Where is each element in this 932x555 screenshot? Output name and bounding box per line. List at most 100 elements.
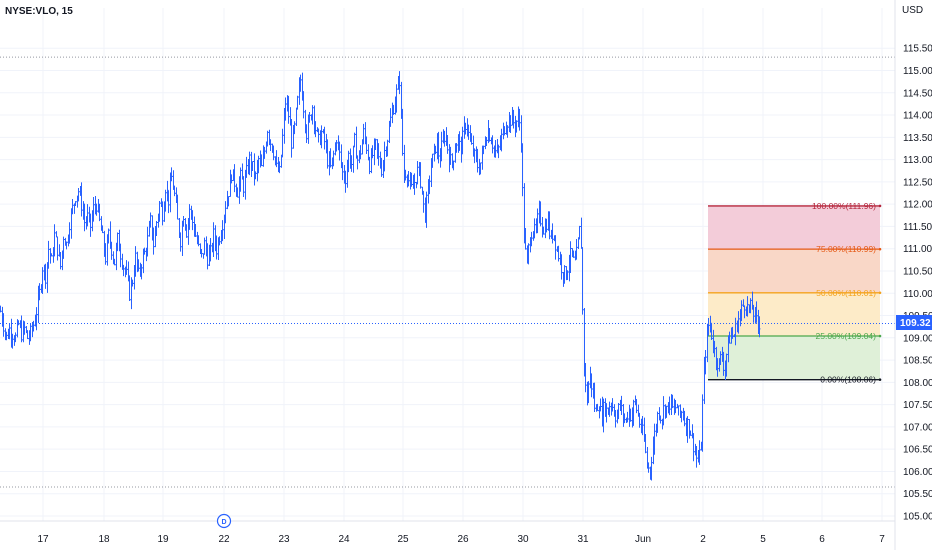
ohlc-bar	[17, 320, 20, 326]
fib-level-label: 100.00%(111.96)	[812, 201, 876, 211]
ohlc-bar	[353, 132, 356, 148]
time-tick-label: 6	[819, 534, 825, 545]
time-tick-label: 2	[700, 534, 706, 545]
time-tick-label: 22	[218, 534, 230, 545]
ohlc-bar	[425, 191, 428, 228]
ohlc-bar	[404, 169, 407, 181]
ohlc-bar	[611, 398, 614, 412]
ohlc-bar	[350, 155, 353, 172]
ohlc-bar	[0, 305, 2, 313]
ohlc-bar	[143, 247, 146, 255]
ohlc-bar	[278, 161, 281, 174]
ohlc-bar	[275, 150, 278, 168]
ohlc-bar	[497, 144, 500, 159]
ohlc-bar	[473, 148, 476, 164]
ohlc-bar	[368, 156, 371, 175]
ohlc-bar	[512, 109, 515, 129]
fib-zone	[708, 292, 880, 337]
dividend-icon	[216, 513, 232, 529]
ohlc-bar	[482, 145, 485, 155]
ohlc-bar	[20, 315, 23, 343]
ohlc-bar	[506, 125, 509, 138]
ohlc-bar	[41, 267, 44, 295]
ohlc-bar	[479, 162, 482, 175]
ohlc-bar	[293, 121, 296, 135]
ohlc-bar	[428, 175, 431, 195]
ohlc-bar	[683, 410, 686, 427]
ohlc-bar	[191, 210, 194, 231]
ohlc-bar	[386, 139, 389, 157]
ohlc-bar	[269, 139, 272, 152]
ohlc-bar	[116, 232, 119, 252]
price-tick-label: 106.50	[903, 445, 932, 456]
ohlc-bar	[692, 433, 695, 462]
ohlc-bar	[296, 95, 299, 110]
ohlc-bar	[464, 122, 467, 135]
ohlc-bar	[701, 394, 704, 452]
ohlc-bar	[380, 157, 383, 177]
ohlc-bar	[29, 323, 32, 342]
ohlc-bar	[110, 241, 113, 260]
ohlc-bar	[731, 326, 734, 339]
ohlc-bar	[629, 408, 632, 422]
ohlc-bar	[128, 275, 131, 302]
ohlc-bar	[65, 241, 68, 250]
ohlc-bar	[710, 322, 713, 341]
ohlc-bar	[332, 150, 335, 167]
ohlc-bar	[530, 231, 533, 247]
ohlc-bar	[113, 258, 116, 266]
ohlc-bar	[371, 145, 374, 159]
price-tick-label: 112.00	[903, 200, 932, 211]
ohlc-bar	[587, 381, 590, 404]
ohlc-bar	[716, 358, 719, 377]
ohlc-bar	[158, 200, 161, 222]
ohlc-bar	[752, 304, 755, 323]
price-tick-label: 113.00	[903, 155, 932, 166]
ohlc-bar	[755, 301, 758, 323]
price-tick-label: 105.00	[903, 512, 932, 523]
ohlc-bar	[560, 254, 563, 280]
ohlc-bar	[176, 194, 179, 220]
ohlc-bar	[737, 311, 740, 334]
ohlc-bar	[449, 146, 452, 165]
ohlc-bar	[260, 154, 263, 167]
ohlc-bar	[338, 141, 341, 161]
ohlc-bar	[161, 201, 164, 226]
ohlc-bar	[341, 162, 344, 181]
time-tick-label: 17	[37, 534, 49, 545]
ohlc-bar	[92, 197, 95, 222]
ohlc-bar	[295, 107, 298, 127]
fib-level-dot	[878, 378, 882, 381]
ohlc-bar	[212, 222, 215, 257]
ohlc-bar	[734, 317, 737, 346]
ohlc-bar	[131, 279, 134, 287]
ohlc-bar	[416, 161, 419, 185]
ohlc-bar	[437, 131, 440, 164]
price-tick-label: 105.50	[903, 489, 932, 500]
ohlc-bar	[581, 247, 584, 315]
price-tick-label: 115.00	[903, 66, 932, 77]
ohlc-bar	[182, 216, 185, 227]
ohlc-bar	[680, 410, 683, 423]
ohlc-bar	[401, 108, 404, 156]
currency-label: USD	[902, 5, 923, 16]
price-tick-label: 112.50	[903, 177, 932, 188]
fib-level-dot	[878, 247, 882, 251]
time-tick-label: 5	[760, 534, 766, 545]
ohlc-bar	[239, 167, 242, 192]
ohlc-bar	[59, 251, 62, 270]
ohlc-bar	[527, 243, 530, 265]
ohlc-bar	[722, 351, 725, 376]
price-tick-label: 114.50	[903, 88, 932, 99]
ohlc-bar	[668, 396, 671, 416]
ohlc-bar	[362, 123, 365, 145]
price-tick-label: 107.50	[903, 400, 932, 411]
ohlc-bar	[383, 141, 386, 172]
ohlc-bar	[548, 211, 551, 240]
time-tick-label: 18	[98, 534, 110, 545]
ohlc-bar	[38, 283, 41, 301]
ohlc-bar	[470, 133, 473, 145]
dividend-marker[interactable]: D	[216, 513, 232, 529]
